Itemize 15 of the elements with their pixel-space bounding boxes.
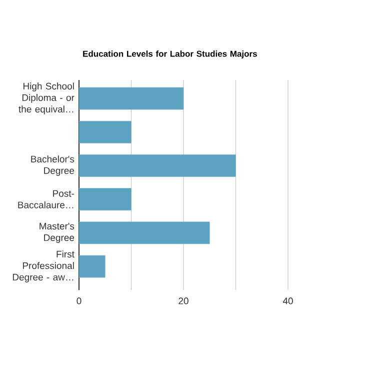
y-tick-label: Post-Baccalaure…	[18, 190, 74, 208]
y-tick-label: Master's Degree	[40, 222, 74, 243]
bar	[79, 255, 106, 278]
x-tick-label: 0	[76, 298, 82, 304]
bar	[79, 154, 236, 177]
bar	[79, 87, 184, 110]
x-tick-label: 20	[178, 298, 188, 304]
y-tick-label: Bachelor's Degree	[31, 156, 74, 176]
bar	[79, 120, 132, 144]
y-tick-label: First Professional Degree - aw…	[12, 250, 74, 282]
chart-title: Education Levels for Labor Studies Majors	[83, 50, 257, 58]
x-tick-label: 40	[282, 298, 293, 304]
bar	[79, 188, 132, 210]
bar	[79, 222, 210, 244]
y-tick-label: High School Diploma - or the equival…	[18, 82, 74, 114]
